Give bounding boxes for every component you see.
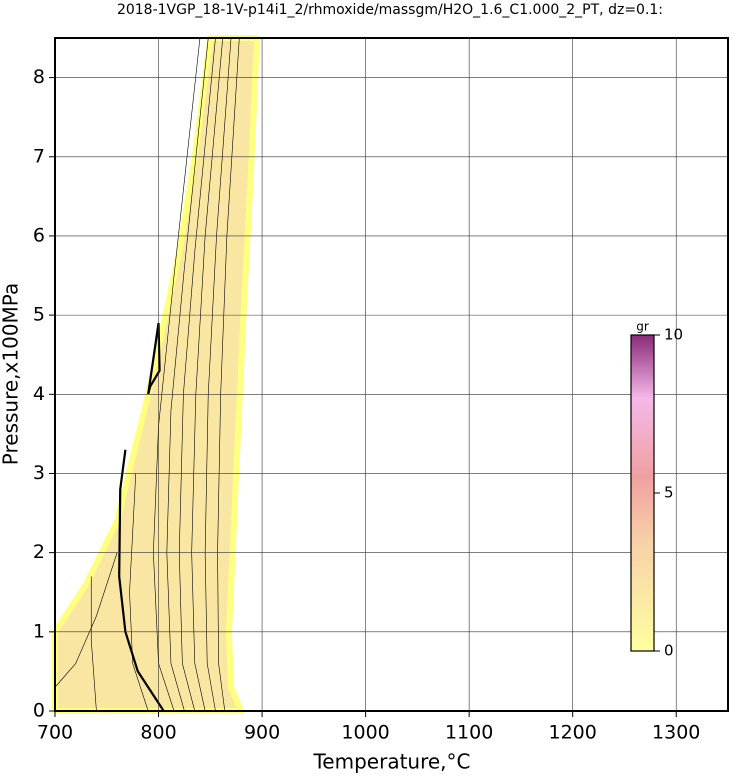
y-tick-label: 1 (33, 620, 45, 642)
contour-line (90, 576, 97, 712)
colorbar-tick-label: 10 (664, 326, 683, 344)
colorbar (630, 334, 655, 652)
contour-line (129, 473, 149, 712)
x-tick-label: 1200 (549, 722, 597, 744)
colorbar-tick-label: 0 (664, 642, 674, 660)
x-tick-label: 1000 (341, 722, 389, 744)
plot-frame (54, 37, 729, 712)
y-tick-label: 0 (33, 700, 45, 722)
y-axis-label: Pressure,x100MPa (0, 283, 23, 465)
x-tick-label: 1100 (445, 722, 493, 744)
colorbar-label: gr (636, 320, 649, 334)
chart-title: 2018-1VGP_18-1V-p14i1_2/rhmoxide/massgm/… (117, 2, 663, 18)
y-tick-label: 6 (33, 224, 45, 246)
contour-line (54, 552, 118, 688)
contour-line (118, 449, 165, 712)
x-tick-label: 800 (140, 722, 176, 744)
y-tick-label: 4 (33, 383, 45, 405)
contour-line (166, 37, 209, 712)
y-tick-label: 5 (33, 304, 45, 326)
x-tick-label: 700 (37, 722, 73, 744)
y-tick-label: 7 (33, 145, 45, 167)
y-tick-label: 2 (33, 541, 45, 563)
x-tick-label: 900 (244, 722, 280, 744)
y-tick-label: 8 (33, 66, 45, 88)
x-tick-label: 1300 (652, 722, 700, 744)
x-axis-label: Temperature,°C (312, 750, 470, 774)
colorbar-tick-label: 5 (664, 484, 674, 502)
y-tick-label: 3 (33, 462, 45, 484)
contour-line (147, 322, 161, 395)
